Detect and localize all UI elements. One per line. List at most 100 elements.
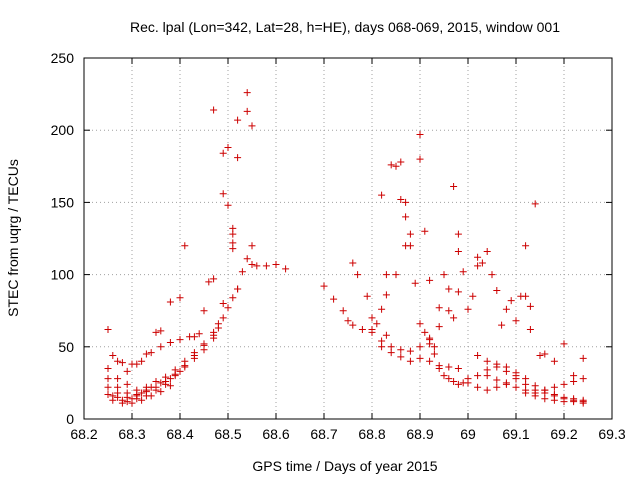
data-point: [128, 360, 136, 368]
data-point: [488, 271, 496, 279]
data-point: [195, 330, 203, 338]
data-point: [493, 383, 501, 391]
data-point: [157, 388, 165, 396]
data-point: [493, 376, 501, 384]
data-point: [454, 247, 462, 255]
x-tick-label: 69.2: [550, 426, 577, 442]
data-point: [560, 340, 568, 348]
data-point: [219, 190, 227, 198]
data-point: [147, 383, 155, 391]
data-point: [526, 325, 534, 333]
data-point: [459, 268, 467, 276]
plot-frame: [83, 57, 613, 420]
data-point: [224, 201, 232, 209]
data-point: [123, 380, 131, 388]
data-point: [238, 268, 246, 276]
data-point: [536, 351, 544, 359]
data-point: [349, 259, 357, 267]
data-point: [570, 398, 578, 406]
data-point: [330, 295, 338, 303]
data-point: [205, 278, 213, 286]
data-point: [483, 372, 491, 380]
data-point: [426, 276, 434, 284]
data-point: [498, 321, 506, 329]
data-point: [104, 383, 112, 391]
data-point: [190, 354, 198, 362]
x-tick-label: 68.2: [70, 426, 97, 442]
y-tick-label: 50: [58, 339, 74, 355]
data-point: [430, 343, 438, 351]
data-point: [387, 349, 395, 357]
data-point: [262, 262, 270, 270]
data-point: [416, 131, 424, 139]
data-point: [512, 317, 520, 325]
data-point: [234, 285, 242, 293]
data-point: [474, 351, 482, 359]
data-point: [397, 196, 405, 204]
data-point: [104, 390, 112, 398]
data-point: [579, 399, 587, 407]
data-point: [157, 343, 165, 351]
data-point: [531, 392, 539, 400]
data-point: [368, 328, 376, 336]
y-tick-label: 250: [51, 50, 75, 66]
data-point: [392, 162, 400, 170]
data-point: [435, 323, 443, 331]
y-tick-label: 0: [66, 411, 74, 427]
y-axis-label: STEC from uqrg / TECUs: [5, 159, 21, 317]
data-point: [378, 305, 386, 313]
data-point: [142, 386, 150, 394]
data-point: [272, 260, 280, 268]
data-point: [483, 247, 491, 255]
data-point: [219, 314, 227, 322]
x-tick-label: 69: [460, 426, 476, 442]
data-point: [474, 253, 482, 261]
data-point: [248, 242, 256, 250]
data-point: [219, 299, 227, 307]
data-point: [344, 317, 352, 325]
data-point: [483, 386, 491, 394]
data-point: [176, 294, 184, 302]
data-point: [166, 298, 174, 306]
data-point: [349, 321, 357, 329]
data-point: [282, 265, 290, 273]
data-point: [243, 107, 251, 115]
data-point: [157, 379, 165, 387]
data-point: [478, 259, 486, 267]
data-point: [502, 380, 510, 388]
data-point: [579, 375, 587, 383]
data-point: [531, 200, 539, 208]
data-point: [166, 382, 174, 390]
chart-title: Rec. lpal (Lon=342, Lat=28, h=HE), days …: [130, 19, 560, 35]
data-point: [248, 122, 256, 130]
x-tick-label: 69.1: [502, 426, 529, 442]
data-point: [397, 158, 405, 166]
data-point: [210, 106, 218, 114]
data-point: [118, 359, 126, 367]
data-point: [147, 349, 155, 357]
x-tick-label: 68.7: [310, 426, 337, 442]
data-point: [234, 154, 242, 162]
data-point: [454, 380, 462, 388]
data-point: [493, 363, 501, 371]
data-point: [128, 399, 136, 407]
data-point: [402, 198, 410, 206]
data-point: [570, 377, 578, 385]
x-tick-label: 68.8: [358, 426, 385, 442]
data-point: [502, 367, 510, 375]
data-point: [426, 357, 434, 365]
data-point: [397, 346, 405, 354]
data-point: [402, 213, 410, 221]
data-point: [416, 155, 424, 163]
data-point: [104, 325, 112, 333]
data-point: [474, 383, 482, 391]
data-point: [138, 357, 146, 365]
data-point: [435, 364, 443, 372]
data-point: [416, 354, 424, 362]
data-point: [358, 325, 366, 333]
data-point: [512, 375, 520, 383]
data-point: [123, 398, 131, 406]
data-point: [186, 333, 194, 341]
data-point: [430, 350, 438, 358]
